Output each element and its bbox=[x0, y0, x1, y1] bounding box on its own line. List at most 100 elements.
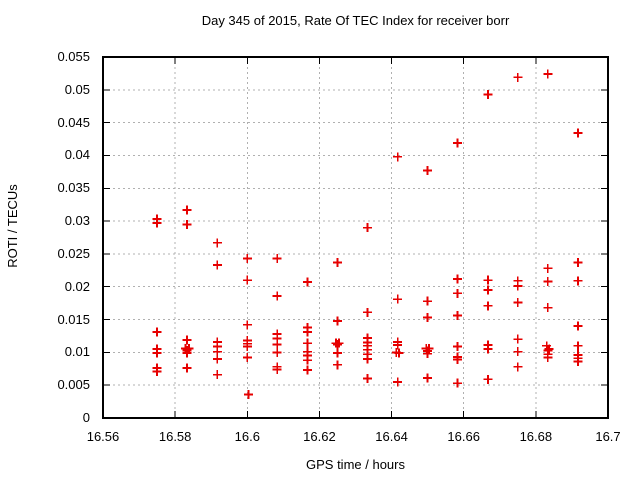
data-point-marker bbox=[573, 321, 583, 331]
data-point-marker bbox=[242, 320, 252, 330]
data-point-marker bbox=[483, 285, 493, 295]
data-point-marker bbox=[513, 281, 523, 291]
data-point-marker bbox=[184, 343, 194, 353]
data-point-marker bbox=[242, 275, 252, 285]
data-point-marker bbox=[362, 374, 372, 384]
data-point-marker bbox=[453, 138, 463, 148]
data-point-marker bbox=[152, 366, 162, 376]
data-point-marker bbox=[272, 254, 282, 264]
x-tick-label: 16.68 bbox=[519, 429, 553, 444]
data-point-marker bbox=[334, 338, 344, 348]
data-point-marker bbox=[332, 360, 342, 370]
data-point-marker bbox=[513, 297, 523, 307]
data-point-marker bbox=[423, 349, 433, 359]
data-point-marker bbox=[182, 205, 192, 215]
data-point-marker bbox=[543, 276, 553, 286]
data-point-marker bbox=[182, 363, 192, 373]
data-point-marker bbox=[423, 166, 433, 176]
data-point-marker bbox=[182, 335, 192, 345]
data-point-marker bbox=[362, 307, 372, 317]
data-point-marker bbox=[393, 152, 403, 162]
y-tick-label: 0.055 bbox=[57, 49, 90, 64]
data-point-marker bbox=[513, 347, 523, 357]
data-point-marker bbox=[152, 218, 162, 228]
data-point-marker bbox=[513, 334, 523, 344]
data-point-marker bbox=[332, 257, 342, 267]
data-point-marker bbox=[543, 353, 553, 363]
y-tick-label: 0.045 bbox=[57, 114, 90, 130]
data-point-marker bbox=[272, 364, 282, 374]
data-point-marker bbox=[423, 313, 433, 323]
data-point-marker bbox=[483, 89, 493, 99]
y-tick-label: 0.03 bbox=[64, 213, 90, 229]
data-point-marker bbox=[303, 338, 313, 348]
data-point-marker bbox=[242, 341, 252, 351]
x-tick-label: 16.6 bbox=[234, 429, 260, 444]
data-point-marker bbox=[573, 128, 583, 138]
data-point-marker bbox=[272, 347, 282, 357]
data-point-marker bbox=[483, 374, 493, 384]
data-point-marker bbox=[543, 263, 553, 273]
x-tick-label: 16.56 bbox=[86, 429, 120, 444]
data-point-marker bbox=[544, 344, 554, 354]
x-tick-label: 16.62 bbox=[303, 429, 336, 444]
data-point-marker bbox=[543, 303, 553, 313]
data-point-marker bbox=[573, 357, 583, 367]
data-point-marker bbox=[303, 355, 313, 365]
data-point-marker bbox=[212, 238, 222, 248]
data-point-marker bbox=[513, 72, 523, 82]
y-tick-label: 0.02 bbox=[64, 278, 90, 294]
data-point-marker bbox=[182, 219, 192, 229]
axis-ticks bbox=[102, 56, 609, 419]
grid-lines bbox=[103, 57, 608, 418]
data-point-marker bbox=[332, 348, 342, 358]
x-axis-label: GPS time / hours bbox=[306, 457, 405, 472]
data-point-marker bbox=[453, 355, 463, 365]
data-point-marker bbox=[303, 327, 313, 337]
x-tick-label: 16.66 bbox=[447, 429, 480, 444]
data-point-marker bbox=[423, 373, 433, 383]
data-point-marker bbox=[242, 353, 252, 363]
data-point-marker bbox=[513, 362, 523, 372]
data-point-marker bbox=[543, 69, 553, 79]
data-point-marker bbox=[393, 294, 403, 304]
x-tick-label: 16.58 bbox=[158, 429, 192, 444]
data-point-marker bbox=[362, 223, 372, 233]
data-point-marker bbox=[182, 348, 192, 358]
data-point-marker bbox=[573, 257, 583, 267]
data-point-marker bbox=[453, 311, 463, 321]
data-point-marker bbox=[453, 274, 463, 284]
data-point-marker bbox=[483, 301, 493, 311]
data-point-marker bbox=[423, 296, 433, 306]
data-point-marker bbox=[212, 354, 222, 364]
data-point-marker bbox=[362, 354, 372, 364]
data-point-marker bbox=[152, 348, 162, 358]
data-point-marker bbox=[332, 339, 342, 349]
y-tick-label: 0.01 bbox=[64, 344, 90, 360]
data-point-marker bbox=[453, 341, 463, 351]
y-tick-label: 0.05 bbox=[64, 81, 90, 97]
x-tick-label: 16.64 bbox=[375, 429, 408, 444]
data-point-marker bbox=[152, 327, 162, 337]
data-point-marker bbox=[393, 377, 403, 387]
data-point-marker bbox=[573, 276, 583, 286]
data-point-marker bbox=[394, 348, 404, 358]
data-point-marker bbox=[272, 291, 282, 301]
data-point-marker bbox=[272, 339, 282, 349]
data-point-marker bbox=[483, 275, 493, 285]
data-point-marker bbox=[453, 378, 463, 388]
plot-border bbox=[102, 56, 609, 419]
data-points bbox=[152, 69, 583, 399]
data-point-marker bbox=[303, 277, 313, 287]
data-point-marker bbox=[303, 365, 313, 375]
data-point-marker bbox=[573, 341, 583, 351]
y-tick-label: 0.005 bbox=[57, 377, 90, 393]
data-point-marker bbox=[243, 389, 253, 399]
data-point-marker bbox=[242, 254, 252, 264]
data-point-marker bbox=[212, 260, 222, 270]
data-point-marker bbox=[332, 316, 342, 326]
data-point-marker bbox=[212, 370, 222, 380]
y-tick-label: 0.04 bbox=[64, 147, 90, 163]
